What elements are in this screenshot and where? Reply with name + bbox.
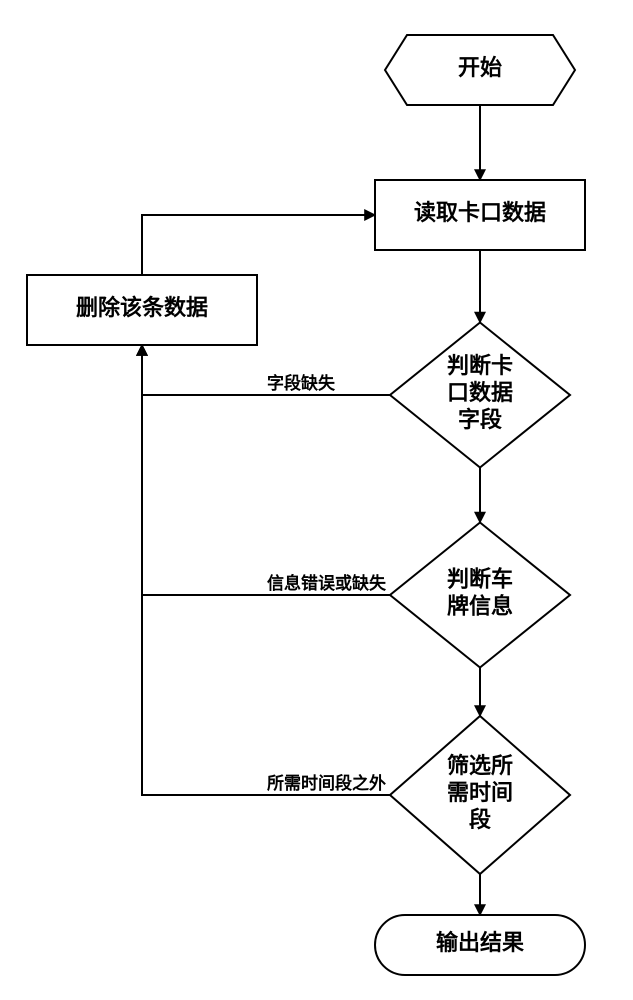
node-chkfld: 判断卡口数据字段 bbox=[390, 323, 570, 468]
node-chkpl-label-1: 牌信息 bbox=[447, 593, 513, 618]
edge-delete-read bbox=[142, 215, 375, 275]
node-filter: 筛选所需时间段 bbox=[390, 716, 570, 874]
node-output-label-0: 输出结果 bbox=[436, 930, 524, 955]
edge-chkfld-delete: 字段缺失 bbox=[142, 345, 390, 395]
node-read-label-0: 读取卡口数据 bbox=[414, 200, 546, 225]
node-filter-label-0: 筛选所 bbox=[447, 753, 513, 778]
edge-label-6: 信息错误或缺失 bbox=[267, 573, 387, 593]
node-filter-label-1: 需时间 bbox=[447, 780, 513, 805]
node-chkfld-label-1: 口数据 bbox=[447, 380, 513, 405]
node-start: 开始 bbox=[385, 35, 575, 105]
node-delete: 删除该条数据 bbox=[27, 275, 257, 345]
edge-chkpl-delete: 信息错误或缺失 bbox=[142, 345, 390, 595]
node-start-label-0: 开始 bbox=[458, 55, 502, 80]
edge-filter-delete: 所需时间段之外 bbox=[142, 345, 390, 795]
node-chkpl-label-0: 判断车 bbox=[447, 567, 513, 592]
node-chkfld-label-0: 判断卡 bbox=[447, 353, 513, 378]
node-delete-label-0: 删除该条数据 bbox=[76, 295, 208, 320]
node-filter-label-2: 段 bbox=[469, 807, 491, 832]
edge-label-7: 所需时间段之外 bbox=[267, 773, 386, 793]
node-output: 输出结果 bbox=[375, 915, 585, 975]
edge-label-5: 字段缺失 bbox=[267, 373, 336, 393]
node-read: 读取卡口数据 bbox=[375, 180, 585, 250]
node-chkpl: 判断车牌信息 bbox=[390, 523, 570, 668]
flowchart-canvas: 字段缺失信息错误或缺失所需时间段之外 开始读取卡口数据删除该条数据判断卡口数据字段… bbox=[0, 0, 633, 1000]
node-chkfld-label-2: 字段 bbox=[458, 407, 502, 432]
